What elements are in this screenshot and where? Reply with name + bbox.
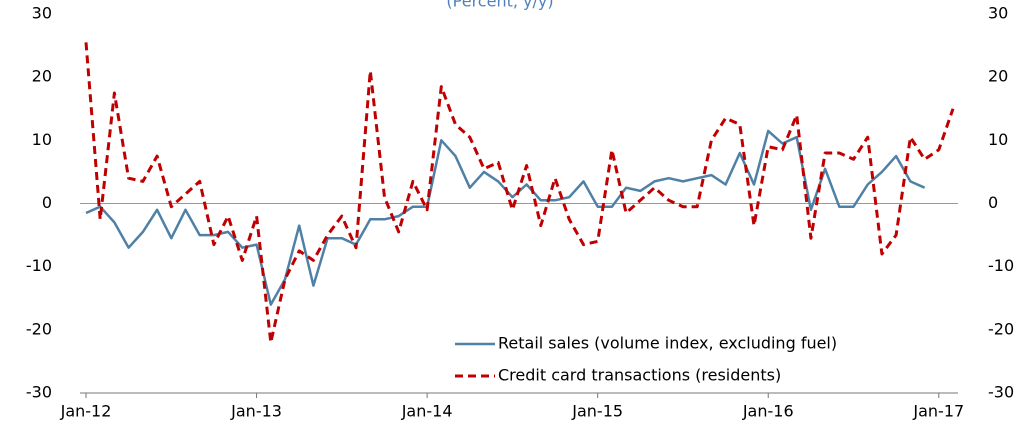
chart-subtitle: (Percent, y/y) — [446, 0, 553, 11]
y-tick-label: 30 — [32, 4, 52, 23]
x-tick-label: Jan-16 — [742, 402, 794, 421]
y2-tick-label: -20 — [988, 319, 1014, 338]
y-tick-label: -20 — [26, 319, 52, 338]
y2-tick-label: -30 — [988, 383, 1014, 402]
y-tick-label: 0 — [42, 193, 52, 212]
series-line — [84, 42, 955, 344]
x-tick-label: Jan-15 — [571, 402, 623, 421]
y-tick-label: -30 — [26, 383, 52, 402]
y2-tick-label: 10 — [988, 130, 1008, 149]
legend-label: Credit card transactions (residents) — [498, 366, 781, 385]
x-tick-label: Jan-12 — [60, 402, 112, 421]
x-tick-label: Jan-14 — [401, 402, 453, 421]
y-tick-label: 20 — [32, 67, 52, 86]
series-line — [85, 129, 926, 306]
y2-tick-label: -10 — [988, 256, 1014, 275]
y2-tick-label: 30 — [988, 4, 1008, 23]
y-tick-label: -10 — [26, 256, 52, 275]
y2-tick-label: 0 — [988, 193, 998, 212]
y-tick-label: 10 — [32, 130, 52, 149]
y2-tick-label: 20 — [988, 67, 1008, 86]
x-tick-label: Jan-13 — [230, 402, 282, 421]
x-tick-label: Jan-17 — [912, 402, 964, 421]
legend-label: Retail sales (volume index, excluding fu… — [498, 334, 837, 353]
